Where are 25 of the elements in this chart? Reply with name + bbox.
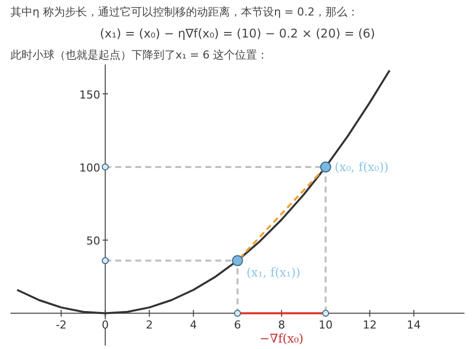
x-tick-label: 4 — [190, 318, 197, 332]
x-tick-label: 14 — [406, 318, 421, 332]
x-tick-label: 2 — [146, 318, 153, 332]
y-tick-label: 50 — [86, 234, 100, 248]
x-tick-label: 8 — [278, 318, 286, 332]
point — [322, 310, 330, 317]
chart-title: 其中η 称为步长，通过它可以控制移的动距离，本节设η = 0.2，那么： — [10, 6, 359, 18]
y-tick-label: 100 — [79, 161, 100, 174]
x-tick-label: 6 — [234, 318, 241, 332]
line-series — [16, 69, 391, 314]
point — [234, 310, 241, 317]
point — [102, 163, 109, 170]
x-tick-label: 12 — [362, 318, 377, 332]
x-tick-label: 10 — [318, 318, 333, 332]
annotation: (x₁, f(x₁)) — [246, 266, 300, 280]
point — [320, 161, 332, 172]
x-tick-label: 0 — [102, 318, 109, 332]
point — [102, 257, 109, 264]
annotation: −∇f(x₀) — [260, 331, 304, 346]
point — [232, 255, 243, 266]
y-tick-label: 150 — [79, 88, 100, 102]
chart-subtitle: (x₁) = (x₀) − η∇f(x₀) = (10) − 0.2 × (20) = (6) — [100, 26, 376, 40]
annotation: (x₀, f(x₀)) — [334, 160, 389, 174]
x-tick-label: -2 — [56, 318, 67, 332]
text: 此时小球（也就是起点）下降到了x₁ = 6 这个位置： — [10, 48, 268, 62]
